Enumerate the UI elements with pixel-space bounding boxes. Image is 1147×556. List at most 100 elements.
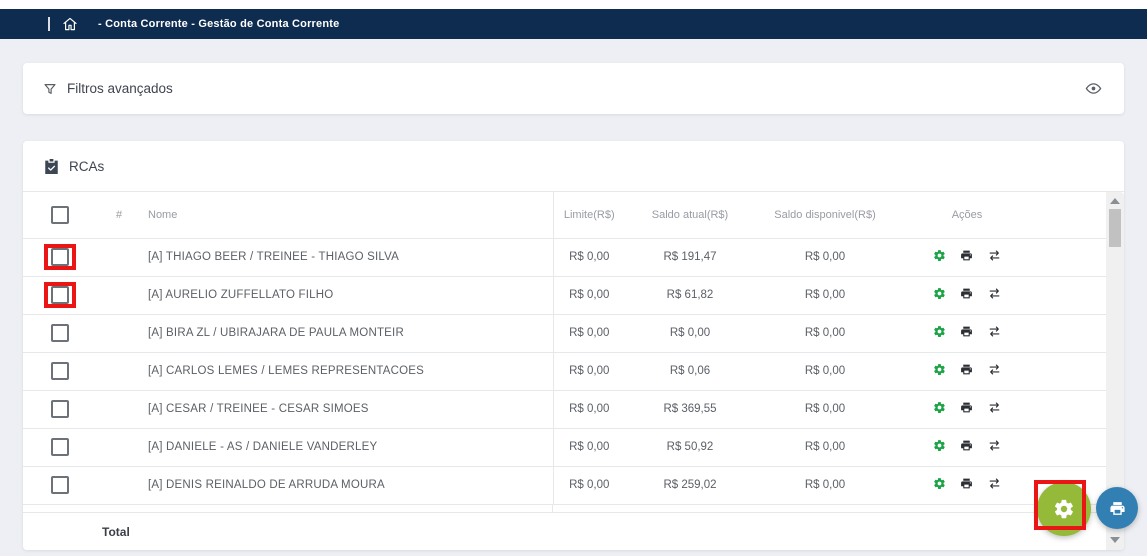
- printer-icon[interactable]: [960, 325, 973, 338]
- transfer-icon[interactable]: [987, 249, 1002, 262]
- advanced-filters-panel[interactable]: Filtros avançados: [23, 63, 1124, 114]
- row-select-cell: [23, 352, 97, 391]
- header-divider: [48, 17, 50, 31]
- row-name: [A] AURELIO ZUFFELLATO FILHO: [141, 276, 554, 315]
- eye-icon[interactable]: [1085, 80, 1102, 97]
- table-row: [A] DENIS REINALDO DE ARRUDA MOURA R$ 0,…: [23, 466, 1106, 505]
- settings-fab[interactable]: [1037, 482, 1091, 536]
- row-checkbox[interactable]: [51, 324, 69, 342]
- row-actions: [895, 276, 1039, 315]
- row-filler: [1039, 428, 1106, 467]
- gear-icon[interactable]: [933, 249, 946, 262]
- row-name: [A] THIAGO BEER / TREINEE - THIAGO SILVA: [141, 238, 554, 277]
- partial-row: [23, 504, 1106, 513]
- scroll-up-arrow-icon[interactable]: [1110, 198, 1120, 204]
- filters-title: Filtros avançados: [67, 81, 173, 96]
- select-all-cell: [23, 192, 97, 239]
- gear-icon[interactable]: [933, 287, 946, 300]
- row-actions: [895, 314, 1039, 353]
- gear-icon[interactable]: [933, 401, 946, 414]
- row-actions: [895, 238, 1039, 277]
- row-name: [A] BIRA ZL / UBIRAJARA DE PAULA MONTEIR: [141, 314, 554, 353]
- row-actions: [895, 352, 1039, 391]
- app-header: - Conta Corrente - Gestão de Conta Corre…: [0, 9, 1147, 39]
- row-number: [97, 352, 141, 391]
- row-limite: R$ 0,00: [553, 466, 625, 505]
- row-checkbox[interactable]: [51, 286, 69, 304]
- table-scrollbar[interactable]: [1106, 192, 1124, 550]
- row-actions: [895, 428, 1039, 467]
- table-header: # Nome Limite(R$) Saldo atual(R$) Saldo …: [23, 192, 1106, 239]
- rcas-panel: RCAs # Nome Limite(R$) Saldo atual(R$) S…: [23, 141, 1124, 550]
- row-limite: R$ 0,00: [553, 352, 625, 391]
- row-limite: R$ 0,00: [553, 276, 625, 315]
- row-name: [A] DENIS REINALDO DE ARRUDA MOURA: [141, 466, 554, 505]
- row-saldo-atual: R$ 191,47: [625, 238, 755, 277]
- funnel-icon: [43, 82, 57, 96]
- printer-icon[interactable]: [960, 439, 973, 452]
- home-icon[interactable]: [62, 16, 78, 32]
- table-row: [A] THIAGO BEER / TREINEE - THIAGO SILVA…: [23, 238, 1106, 277]
- row-saldo-atual: R$ 259,02: [625, 466, 755, 505]
- col-limite: Limite(R$): [553, 192, 625, 239]
- row-number: [97, 390, 141, 429]
- clipboard-check-icon: [45, 158, 58, 174]
- row-saldo-disponivel: R$ 0,00: [755, 466, 895, 505]
- printer-icon[interactable]: [960, 287, 973, 300]
- scroll-down-arrow-icon[interactable]: [1110, 537, 1120, 543]
- select-all-checkbox[interactable]: [51, 205, 69, 224]
- row-filler: [1039, 238, 1106, 277]
- printer-icon[interactable]: [960, 401, 973, 414]
- row-actions: [895, 390, 1039, 429]
- transfer-icon[interactable]: [987, 439, 1002, 452]
- rcas-panel-title: RCAs: [23, 141, 1124, 192]
- row-saldo-atual: R$ 0,06: [625, 352, 755, 391]
- row-actions: [895, 466, 1039, 505]
- transfer-icon[interactable]: [987, 477, 1002, 490]
- rcas-table-body: [A] THIAGO BEER / TREINEE - THIAGO SILVA…: [23, 238, 1106, 505]
- total-label: Total: [102, 524, 130, 539]
- row-checkbox[interactable]: [51, 362, 69, 380]
- row-number: [97, 276, 141, 315]
- row-number: [97, 238, 141, 277]
- row-saldo-disponivel: R$ 0,00: [755, 276, 895, 315]
- row-filler: [1039, 314, 1106, 353]
- col-saldo-atual: Saldo atual(R$): [625, 192, 755, 239]
- row-checkbox[interactable]: [51, 248, 69, 266]
- row-select-cell: [23, 428, 97, 467]
- printer-icon[interactable]: [960, 363, 973, 376]
- gear-icon[interactable]: [933, 325, 946, 338]
- row-saldo-disponivel: R$ 0,00: [755, 238, 895, 277]
- row-filler: [1039, 352, 1106, 391]
- row-number: [97, 428, 141, 467]
- row-select-cell: [23, 238, 97, 277]
- transfer-icon[interactable]: [987, 363, 1002, 376]
- gear-icon[interactable]: [933, 477, 946, 490]
- gear-icon[interactable]: [933, 439, 946, 452]
- row-saldo-disponivel: R$ 0,00: [755, 352, 895, 391]
- row-checkbox[interactable]: [51, 400, 69, 418]
- printer-icon[interactable]: [960, 477, 973, 490]
- gear-icon[interactable]: [933, 363, 946, 376]
- row-filler: [1039, 390, 1106, 429]
- scrollbar-thumb[interactable]: [1109, 209, 1121, 247]
- row-select-cell: [23, 466, 97, 505]
- row-saldo-atual: R$ 61,82: [625, 276, 755, 315]
- transfer-icon[interactable]: [987, 401, 1002, 414]
- row-select-cell: [23, 276, 97, 315]
- row-checkbox[interactable]: [51, 476, 69, 494]
- table-row: [A] AURELIO ZUFFELLATO FILHO R$ 0,00 R$ …: [23, 276, 1106, 315]
- printer-icon[interactable]: [960, 249, 973, 262]
- breadcrumb: - Conta Corrente - Gestão de Conta Corre…: [98, 18, 340, 30]
- row-saldo-disponivel: R$ 0,00: [755, 390, 895, 429]
- transfer-icon[interactable]: [987, 325, 1002, 338]
- row-checkbox[interactable]: [51, 438, 69, 456]
- row-limite: R$ 0,00: [553, 390, 625, 429]
- row-name: [A] CARLOS LEMES / LEMES REPRESENTACOES: [141, 352, 554, 391]
- table-row: [A] BIRA ZL / UBIRAJARA DE PAULA MONTEIR…: [23, 314, 1106, 353]
- col-number: #: [97, 192, 141, 239]
- col-acoes: Ações: [895, 192, 1039, 239]
- transfer-icon[interactable]: [987, 287, 1002, 300]
- print-fab[interactable]: [1096, 487, 1138, 529]
- row-select-cell: [23, 314, 97, 353]
